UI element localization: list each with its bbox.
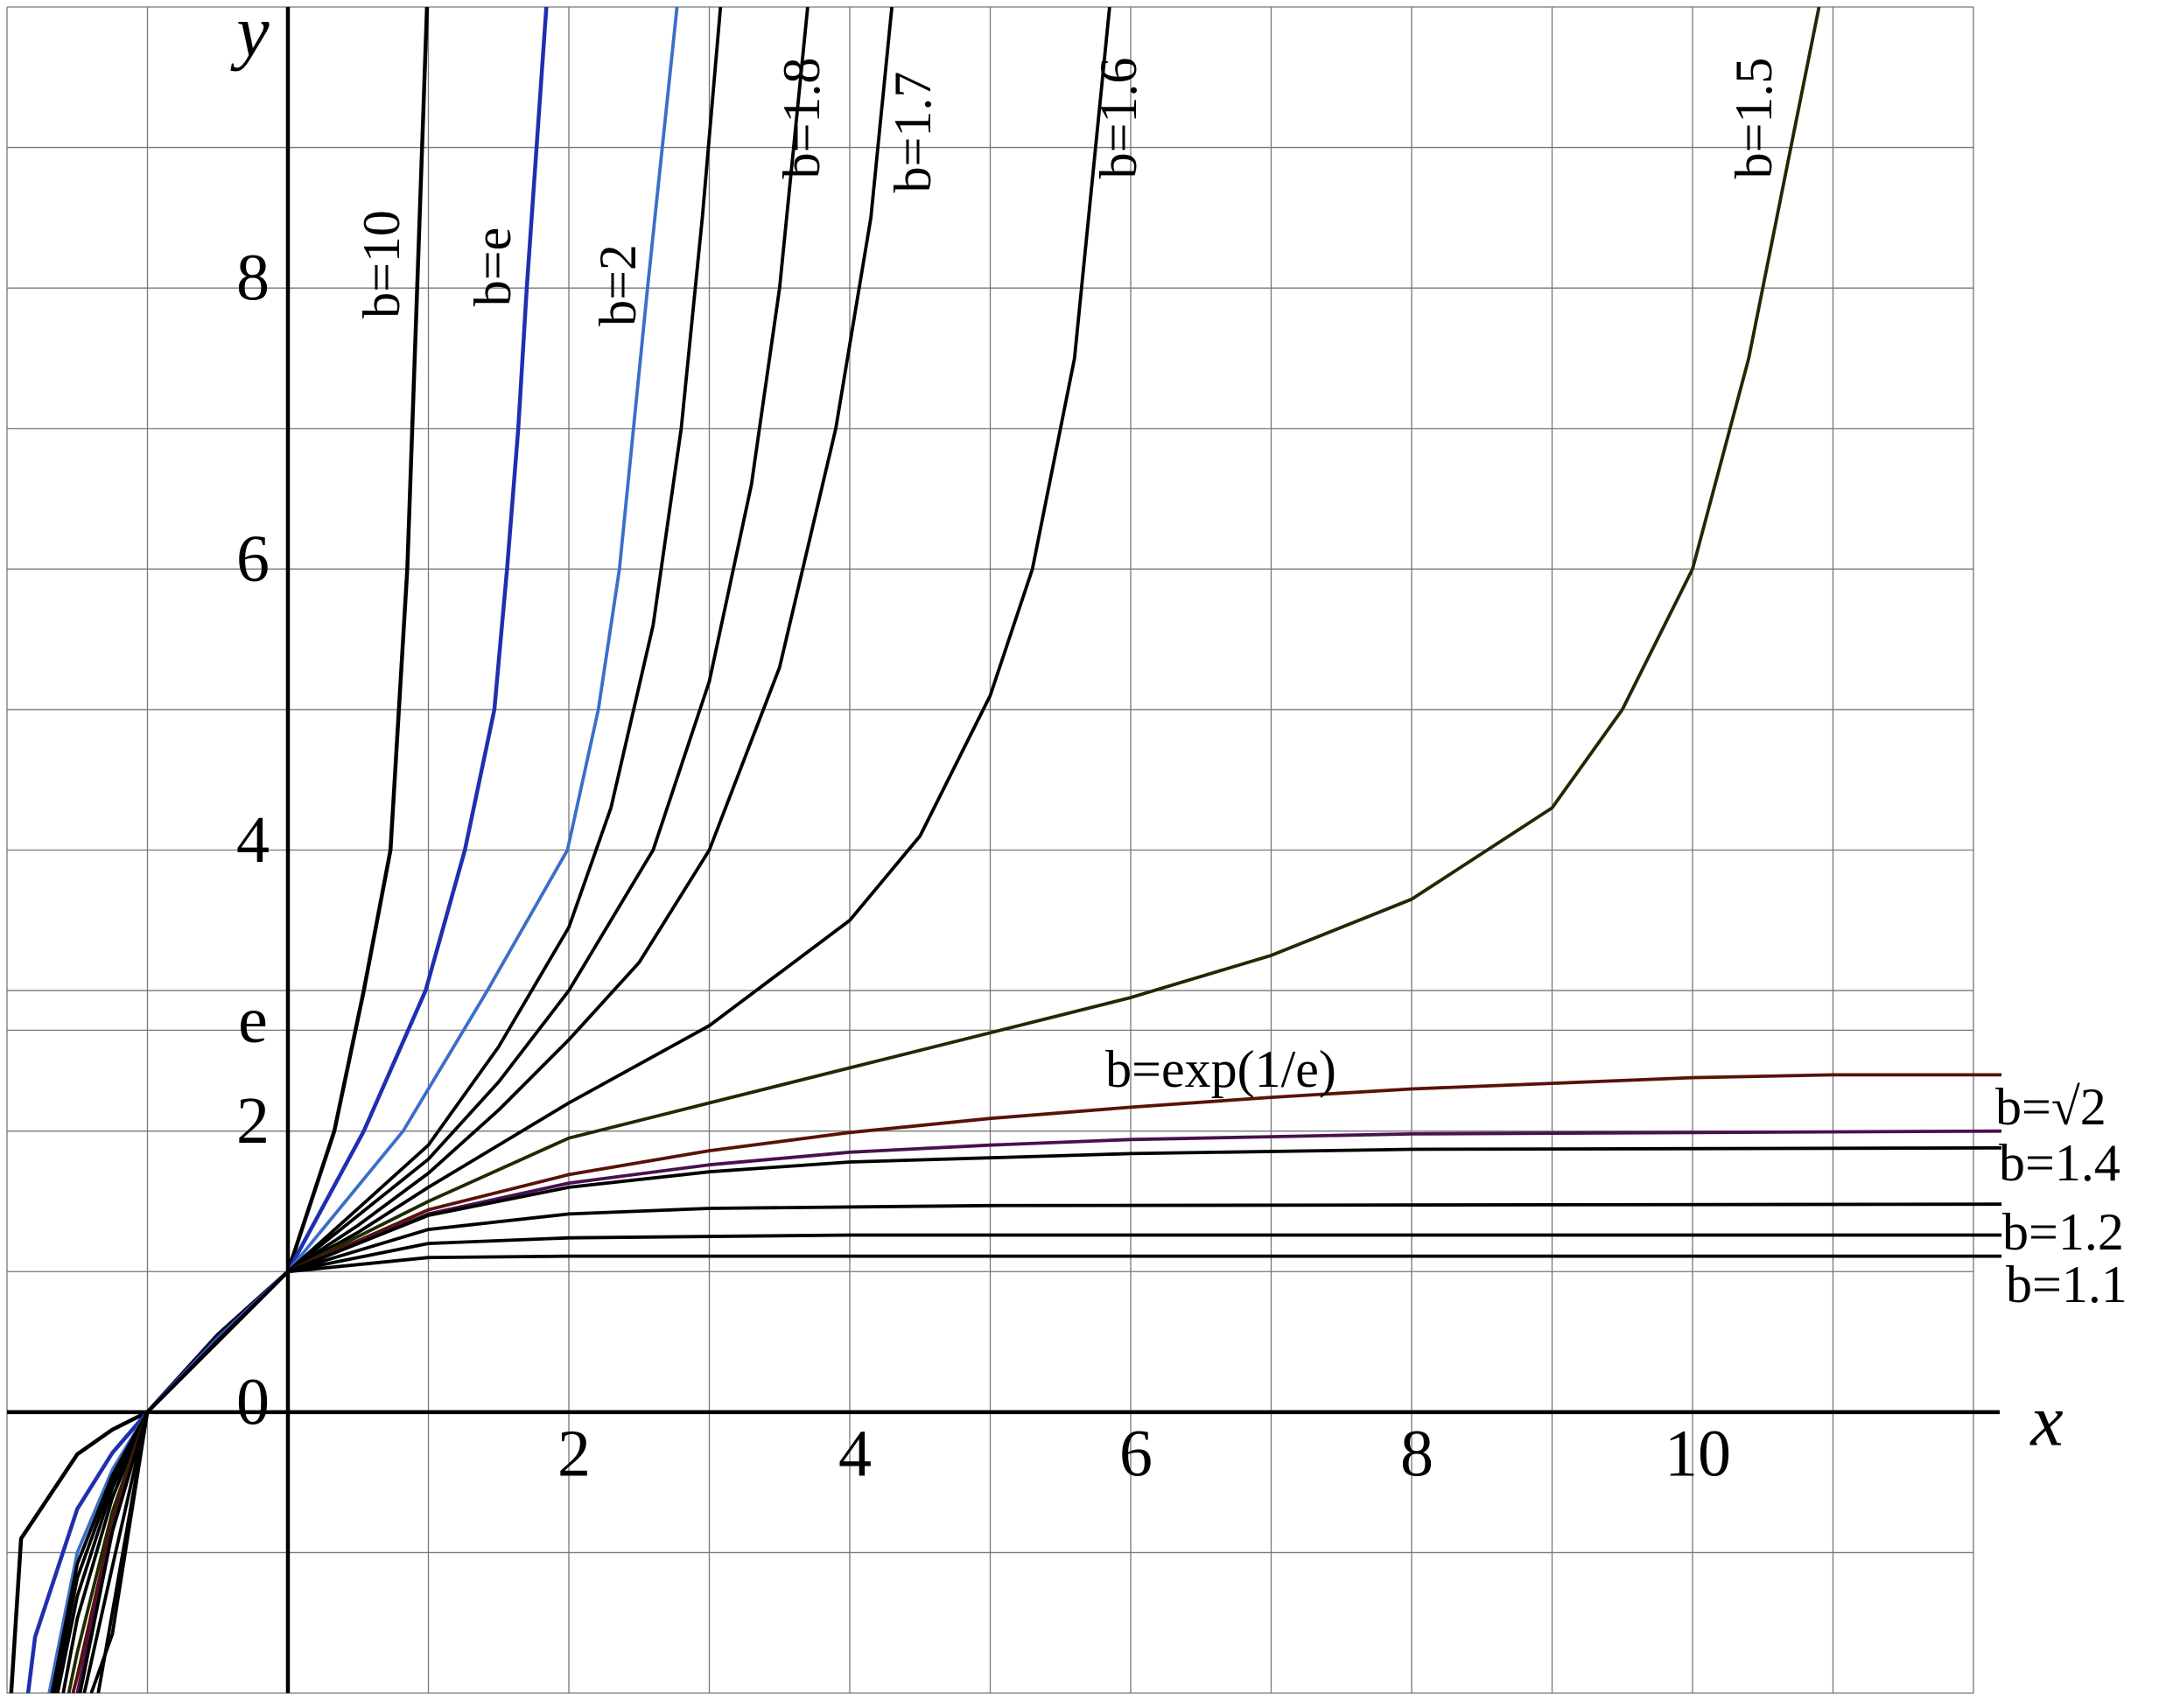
legend-label: b=1.6 <box>1090 58 1147 179</box>
y-tick-label: 0 <box>236 1365 270 1438</box>
x-tick-label: 6 <box>1119 1417 1153 1490</box>
y-tick-label: e <box>238 984 268 1057</box>
curve <box>55 7 894 1693</box>
curve <box>61 7 1111 1693</box>
legend-label: b=1.2 <box>2002 1203 2124 1261</box>
curve <box>82 1202 2002 1693</box>
legend-label: b=exp(1/e) <box>1105 1040 1336 1098</box>
legend-label: b=√2 <box>1995 1078 2106 1136</box>
y-tick-label: 4 <box>236 803 270 877</box>
y-tick-label: 8 <box>236 242 270 315</box>
y-tick-label: 2 <box>236 1084 270 1158</box>
legend-label: b=2 <box>589 244 647 326</box>
curve <box>53 7 810 1693</box>
legend-label: b=1.1 <box>2006 1256 2127 1313</box>
legend-label: b=1.8 <box>773 58 831 179</box>
curve <box>47 7 679 1693</box>
legend-label: b=1.5 <box>1725 58 1783 179</box>
curve <box>50 7 723 1693</box>
x-tick-label: 2 <box>557 1417 591 1490</box>
legend-label: b=1.7 <box>884 72 942 193</box>
legend-label: b=1.4 <box>1999 1134 2120 1192</box>
curve <box>25 7 549 1693</box>
axes <box>7 7 2000 1693</box>
legend-label: b=10 <box>353 210 410 318</box>
x-tick-label: 4 <box>838 1417 872 1490</box>
x-tick-label: 10 <box>1665 1417 1731 1490</box>
x-axis-label: x <box>2029 1380 2063 1461</box>
y-axis-label: y <box>229 0 270 72</box>
legend-label: b=e <box>464 228 522 306</box>
y-tick-label: 6 <box>236 522 270 596</box>
curve <box>71 1073 2002 1693</box>
x-tick-label: 8 <box>1400 1417 1433 1490</box>
labels: 2 4 6 8 10 0 2 e 4 6 8 x y b=10 b=e b=2 b=1.8 b=1.7 b=1.6 b… <box>229 0 2127 1490</box>
